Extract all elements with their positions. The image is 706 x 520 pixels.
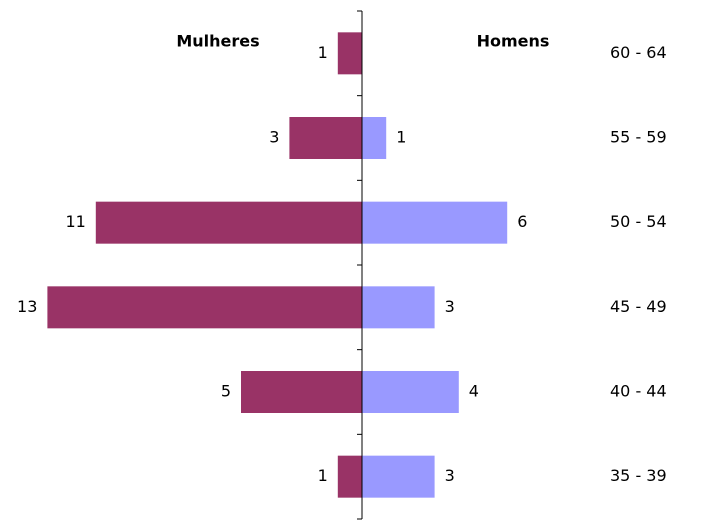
legend-label: Homens: [477, 32, 550, 51]
category-label: 55 - 59: [610, 128, 667, 147]
category-label: 40 - 44: [610, 382, 667, 401]
bar: [289, 117, 362, 159]
value-label: 1: [396, 128, 406, 147]
value-label: 3: [445, 466, 455, 485]
bar: [362, 117, 387, 159]
value-label: 6: [517, 212, 527, 231]
legend-label: Mulheres: [176, 32, 259, 51]
value-label: 3: [269, 128, 279, 147]
category-label: 50 - 54: [610, 212, 667, 231]
value-label: 4: [469, 382, 479, 401]
bar: [362, 201, 508, 244]
value-label: 1: [318, 43, 328, 62]
bar: [337, 455, 362, 498]
category-label: 60 - 64: [610, 43, 667, 62]
bar: [362, 286, 435, 329]
bar: [95, 201, 363, 244]
value-label: 3: [445, 297, 455, 316]
value-label: 5: [221, 382, 231, 401]
bar: [337, 32, 362, 75]
value-label: 1: [318, 466, 328, 485]
bar: [241, 371, 362, 413]
category-label: 45 - 49: [610, 297, 667, 316]
bar: [362, 371, 459, 413]
category-label: 35 - 39: [610, 466, 667, 485]
value-label: 11: [65, 212, 85, 231]
bar: [362, 455, 435, 498]
bar: [47, 286, 363, 329]
value-label: 13: [17, 297, 37, 316]
